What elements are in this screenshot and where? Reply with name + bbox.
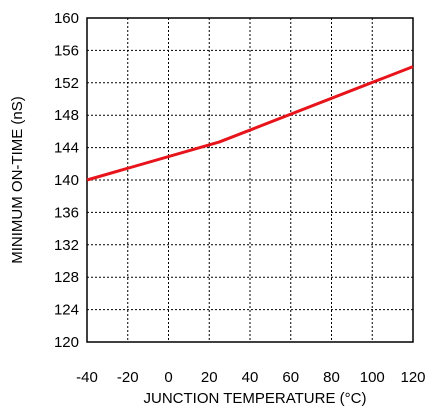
y-tick-label: 128 — [54, 269, 79, 286]
x-tick-label: -20 — [117, 369, 139, 386]
x-tick-labels: -40 -20 0 20 40 60 80 100 120 — [76, 369, 425, 386]
x-tick-label: -40 — [76, 369, 98, 386]
y-tick-label: 132 — [54, 237, 79, 254]
y-tick-label: 160 — [54, 10, 79, 27]
y-tick-label: 136 — [54, 204, 79, 221]
y-tick-label: 120 — [54, 334, 79, 351]
x-tick-label: 80 — [323, 369, 340, 386]
y-tick-label: 152 — [54, 75, 79, 92]
y-tick-label: 156 — [54, 42, 79, 59]
x-axis-title: JUNCTION TEMPERATURE (°C) — [144, 390, 367, 407]
series-line — [86, 65, 414, 182]
y-tick-label: 140 — [54, 172, 79, 189]
series-group — [86, 65, 414, 182]
x-tick-label: 40 — [242, 369, 259, 386]
y-tick-labels: 120 124 128 132 136 140 144 148 152 156 160 — [54, 10, 79, 351]
y-tick-label: 124 — [54, 302, 79, 319]
x-tick-label: 20 — [201, 369, 218, 386]
y-tick-label: 148 — [54, 107, 79, 124]
x-tick-label: 0 — [164, 369, 172, 386]
x-tick-label: 120 — [400, 369, 425, 386]
y-tick-label: 144 — [54, 140, 79, 157]
x-tick-label: 100 — [360, 369, 385, 386]
x-tick-label: 60 — [282, 369, 299, 386]
grid — [87, 18, 413, 342]
y-axis-title: MINIMUM ON-TIME (nS) — [9, 96, 26, 263]
